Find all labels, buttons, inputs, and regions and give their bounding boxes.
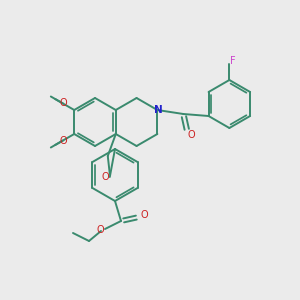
Text: O: O <box>59 136 67 146</box>
Text: N: N <box>154 105 163 115</box>
Text: O: O <box>96 225 104 235</box>
Text: O: O <box>102 172 110 182</box>
Text: O: O <box>59 98 67 109</box>
Text: F: F <box>230 56 235 66</box>
Text: O: O <box>188 130 195 140</box>
Text: O: O <box>140 210 148 220</box>
